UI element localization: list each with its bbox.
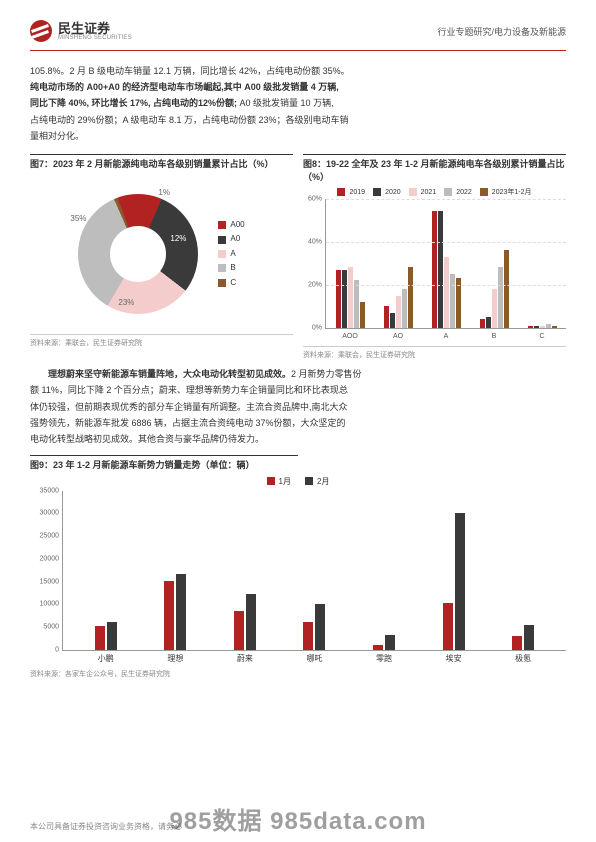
chart7-title: 图7：2023 年 2 月新能源纯电动车各级别销量累计占比（%）	[30, 154, 293, 171]
donut-label-c: 1%	[158, 188, 170, 197]
p2-l2: 额 11%，同比下降 2 个百分点；蔚来、理想等新势力车企销量同比和环比表现总	[30, 385, 348, 395]
donut-label-a: 23%	[118, 298, 134, 307]
intro-l4: 占纯电动的 29%份额；A 级电动车 8.1 万，占纯电动份额 23%；各级别电…	[30, 115, 349, 125]
logo-icon	[30, 20, 52, 42]
p2-lead: 理想蔚来坚守新能源车销量阵地，大众电动化转型初见成效。	[48, 369, 291, 379]
intro-paragraph: 105.8%。2 月 B 级电动车销量 12.1 万辆，同比增长 42%，占纯电…	[30, 63, 566, 144]
chart7-area: 1% 12% 23% 35% A00A0ABC	[30, 175, 293, 335]
watermark: 985数据 985data.com	[169, 801, 426, 836]
p2-l4: 强势领先，新能源车批发 6886 辆，占据主流合资纯电动 37%份额，大众坚定的	[30, 418, 346, 428]
chart8-plot: AOOAOABC 0%20%40%60%	[325, 199, 566, 329]
chart9-legend: 1月2月	[30, 476, 566, 487]
donut-label-a00: 12%	[170, 234, 186, 243]
chart9-area: 1月2月 小鹏理想蔚来哪吒零跑埃安极氪 05000100001500020000…	[30, 476, 566, 666]
chart8-source: 资料来源：乘联会，民生证券研究院	[303, 350, 566, 360]
chart9-source: 资料来源：各家车企公众号，民生证券研究院	[30, 669, 566, 679]
intro-l1: 105.8%。2 月 B 级电动车销量 12.1 万辆，同比增长 42%，占纯电…	[30, 66, 350, 76]
chart8-legend: 20192020202120222023年1-2月	[303, 187, 566, 197]
chart7-source: 资料来源：乘联会，民生证券研究院	[30, 338, 293, 348]
chart9-title: 图9：23 年 1-2 月新能源车新势力销量走势（单位：辆）	[30, 455, 298, 472]
chart7-legend: A00A0ABC	[218, 218, 244, 290]
page-header: 民生证券 MINSHENG SECURITIES 行业专题研究/电力设备及新能源	[30, 20, 566, 51]
chart9-plot: 小鹏理想蔚来哪吒零跑埃安极氪 0500010000150002000025000…	[62, 491, 566, 651]
logo-en: MINSHENG SECURITIES	[58, 35, 132, 41]
intro-l5: 量相对分化。	[30, 131, 84, 141]
p2-l3: 体仍较强，但前期表现优秀的部分车企销量有所调整。主流合资品牌中,南北大众	[30, 402, 348, 412]
intro-l3a: 同比下降 40%, 环比增长 17%, 占纯电动的12%份额;	[30, 98, 237, 108]
header-category: 行业专题研究/电力设备及新能源	[437, 25, 566, 38]
donut-label-b: 35%	[70, 214, 86, 223]
logo-cn: 民生证券	[58, 22, 132, 35]
intro-l2: 纯电动市场的 A00+A0 的经济型电动车市场崛起,其中 A00 级批发销量 4…	[30, 82, 339, 92]
intro-l3b: A0 级批发销量 10 万辆,	[237, 98, 334, 108]
chart8-area: 20192020202120222023年1-2月 AOOAOABC 0%20%…	[303, 187, 566, 347]
chart8-title: 图8：19-22 全年及 23 年 1-2 月新能源纯电车各级别累计销量占比（%…	[303, 154, 566, 183]
p2-r1: 2 月新势力零售份	[291, 369, 362, 379]
p2-l5: 电动化转型战略初见成效。其他合资与豪华品牌仍待发力。	[30, 434, 264, 444]
paragraph-2: 理想蔚来坚守新能源车销量阵地，大众电动化转型初见成效。2 月新势力零售份 额 1…	[30, 366, 566, 447]
logo: 民生证券 MINSHENG SECURITIES	[30, 20, 132, 42]
